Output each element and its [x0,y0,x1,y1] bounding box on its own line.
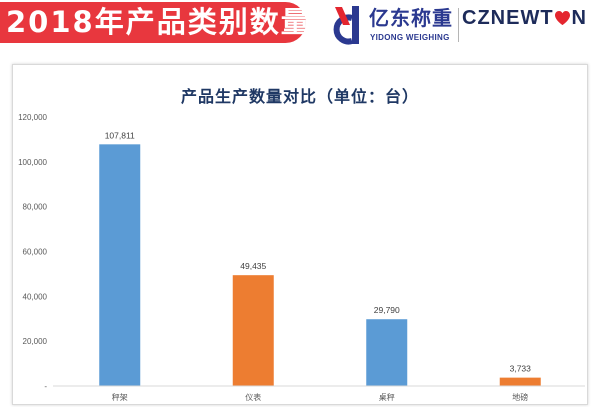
logo-red-stripe [335,7,350,25]
data-labels-group: 107,811 49,435 29,790 3,733 [105,130,531,373]
y-tick-label: 60,000 [23,248,48,257]
y-tick-label: 80,000 [23,203,48,212]
title-banner: 2018年产品类别数量 [0,2,310,43]
yidong-logo-subtitle: YIDONG WEIGHING [370,33,450,42]
yidong-logo-name: 亿东称重 [369,6,453,30]
chart-panel: 产品生产数量对比（单位：台） - 20,000 40,000 60,000 80,000… [12,64,588,405]
bar-chart: 产品生产数量对比（单位：台） - 20,000 40,000 60,000 80,000… [18,87,585,402]
x-tick-label: 地磅 [512,392,528,402]
data-label: 3,733 [510,364,532,374]
x-tick-label: 桌秤 [379,392,395,402]
heart-icon [554,11,570,25]
logo-stem [352,6,359,44]
data-label: 107,811 [105,130,135,140]
banner-title: 2018年产品类别数量 [6,5,312,39]
y-tick-label: 120,000 [18,113,47,122]
y-tick-label: 100,000 [18,158,47,167]
y-tick-label: 40,000 [23,292,48,301]
y-axis-ticks: - 20,000 40,000 60,000 80,000 100,000 120,000 [18,113,47,391]
y-tick-label: - [44,382,47,391]
x-tick-label: 仪表 [245,392,261,402]
yidong-logo-icon [333,6,359,45]
bars-group [99,144,541,386]
data-label: 29,790 [374,305,400,315]
x-tick-label: 秤架 [112,392,128,402]
bar-1 [99,144,141,386]
heart-shape [554,11,570,25]
x-axis-ticks: 秤架 仪表 桌秤 地磅 [112,392,529,402]
chart-title: 产品生产数量对比（单位：台） [181,87,419,106]
logo-divider [458,8,459,42]
y-tick-label: 20,000 [23,337,48,346]
bar-3 [366,319,408,386]
cznewton-text-start: CZNEWT [462,6,554,29]
bar-2 [232,275,274,386]
cznewton-text-end: N [571,6,587,29]
bar-4 [499,377,541,386]
cznewton-logo: CZNEWT N [462,6,587,30]
data-label: 49,435 [240,261,266,271]
